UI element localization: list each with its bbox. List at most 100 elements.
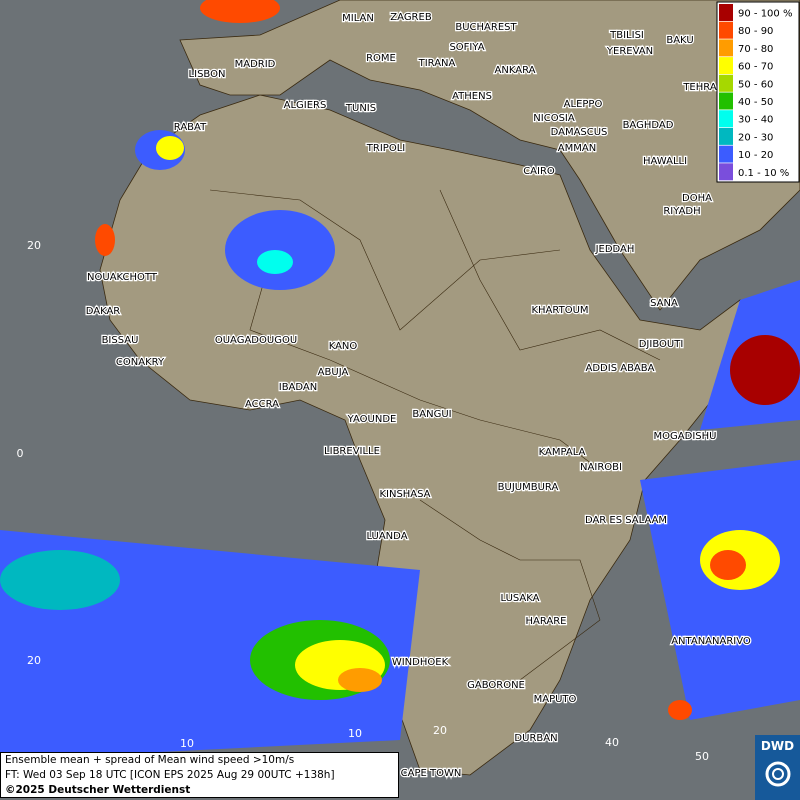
caption: Ensemble mean + spread of Mean wind spee… [0,752,399,798]
city-label: BUJUMBURA [498,482,559,493]
legend-swatch [719,127,733,145]
grid-label: 40 [605,736,619,749]
city-label: SOFIYA [449,42,484,53]
city-label: ABUJA [318,367,349,378]
logo-text: DWD [760,739,795,753]
city-label: KHARTOUM [531,305,588,316]
legend-swatch [719,110,733,128]
city-label: HAWALLI [643,156,687,167]
wind-probability [0,0,800,760]
city-label: TEHRA [682,82,716,93]
city-label: CAPE TOWN [401,768,462,779]
legend: 90 - 100 % 80 - 90 70 - 80 60 - 70 50 - 60 40… [716,1,800,183]
legend-label: 30 - 40 [738,115,773,126]
grid-label: 20 [27,239,41,252]
city-label: KINSHASA [379,489,430,500]
caption-line: FT: Wed 03 Sep 18 UTC [ICON EPS 2025 Aug… [5,769,335,781]
city-label: LUSAKA [501,593,540,604]
city-label: AMMAN [558,143,596,154]
city-label: WINDHOEK [392,657,449,668]
caption-line: ©2025 Deutscher Wetterdienst [5,784,191,796]
legend-swatch [719,21,733,39]
city-label: YEREVAN [606,46,653,57]
city-label: BANGUI [412,409,451,420]
labels: MILAN ZAGREB BUCHAREST SOFIYA TBILISI BAKU YER… [17,11,753,781]
legend-swatch [719,92,733,110]
legend-swatch [719,145,733,163]
city-label: NICOSIA [533,113,575,124]
city-label: RIYADH [663,206,700,217]
legend-label: 20 - 30 [738,132,773,143]
city-label: ANTANANARIVO [671,636,751,647]
caption-line: Ensemble mean + spread of Mean wind spee… [5,754,295,766]
city-label: TBILISI [609,30,644,41]
city-label: KAMPALA [539,447,586,458]
logo-swirl [765,761,790,787]
city-label: ROME [366,53,396,64]
grid-label: 20 [433,724,447,737]
legend-label: 50 - 60 [738,79,773,90]
city-label: DAMASCUS [551,127,608,138]
city-label: SANA [650,298,678,309]
city-label: LISBON [189,69,226,80]
city-label: ANKARA [495,65,536,76]
legend-label: 60 - 70 [738,62,773,73]
city-label: TIRANA [418,58,456,69]
grid-label: 20 [27,654,41,667]
city-label: DAKAR [86,306,121,317]
city-label: CONAKRY [116,357,165,368]
legend-swatch [719,74,733,92]
city-label: MAPUTO [534,694,577,705]
legend-label: 0.1 - 10 % [738,168,789,179]
city-label: LUANDA [366,531,407,542]
city-label: ALEPPO [564,99,603,110]
city-label: ATHENS [452,91,492,102]
legend-swatch [719,39,733,57]
city-label: RABAT [174,122,207,133]
city-label: CAIRO [523,166,555,177]
city-label: YAOUNDE [347,414,397,425]
city-label: MADRID [235,59,276,70]
city-label: DURBAN [514,733,557,744]
city-label: LIBREVILLE [324,446,380,457]
city-label: DJIBOUTI [639,339,684,350]
city-label: OUAGADOUGOU [215,335,297,346]
legend-label: 90 - 100 % [738,9,792,20]
legend-swatch [719,4,733,21]
city-label: ACCRA [245,399,279,410]
legend-label: 40 - 50 [738,97,773,108]
city-label: ZAGREB [390,12,432,23]
city-label: NOUAKCHOTT [87,272,158,283]
city-label: BUCHAREST [455,22,517,33]
logo: DWD [755,735,800,800]
legend-swatch [719,57,733,75]
city-label: IBADAN [279,382,318,393]
city-label: HARARE [525,616,566,627]
city-label: BAKU [666,35,693,46]
grid-label: 10 [180,737,194,750]
legend-label: 80 - 90 [738,26,773,37]
city-label: MOGADISHU [654,431,717,442]
city-label: TUNIS [345,103,376,114]
grid-label: 50 [695,750,709,763]
legend-label: 10 - 20 [738,150,773,161]
legend-swatch [719,163,733,181]
city-label: ALGIERS [284,100,327,111]
city-label: TRIPOLI [366,143,405,154]
city-label: DOHA [682,193,712,204]
grid-label: 10 [348,727,362,740]
city-label: DAR ES SALAAM [585,515,667,526]
city-label: KANO [329,341,358,352]
city-label: NAIROBI [580,462,622,473]
city-label: ADDIS ABABA [586,363,655,374]
city-label: BAGHDAD [623,120,674,131]
grid-label: 0 [17,447,24,460]
city-label: JEDDAH [595,244,635,255]
borders [209,189,661,681]
legend-label: 70 - 80 [738,44,773,55]
city-label: MILAN [342,13,374,24]
city-label: BISSAU [102,335,139,346]
city-label: GABORONE [467,680,525,691]
